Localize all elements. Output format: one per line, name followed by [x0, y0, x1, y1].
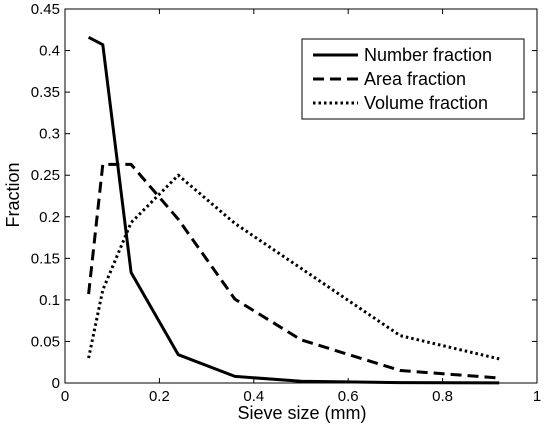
y-tick-label: 0.1 [39, 292, 60, 309]
y-tick-label: 0.15 [31, 250, 60, 267]
x-tick-label: 0.6 [338, 388, 359, 405]
x-tick-label: 0 [61, 388, 69, 405]
x-tick-label: 1 [533, 388, 541, 405]
x-tick-label: 0.4 [243, 388, 264, 405]
legend: Number fraction Area fraction Volume fract… [301, 38, 525, 120]
y-tick-label: 0.2 [39, 209, 60, 226]
y-tick-label: 0.35 [31, 84, 60, 101]
series-line-volume-fraction [87, 173, 500, 361]
y-tick-label: 0.05 [31, 333, 60, 350]
y-tick-label: 0.25 [31, 167, 60, 184]
y-tick-label: 0.4 [39, 43, 60, 60]
axes-layer: 0 0.2 0.4 0.6 0.8 1 0 0.05 0.1 0.15 0.2 0.25 0.3 0.35… [31, 1, 541, 405]
y-axis-label: Fraction [3, 162, 23, 227]
y-tick-label: 0.3 [39, 126, 60, 143]
series-line-area-fraction [87, 162, 500, 380]
y-tick-label: 0 [52, 375, 60, 392]
legend-label-number-fraction: Number fraction [364, 45, 492, 65]
series-line-number-fraction [87, 35, 500, 385]
legend-label-area-fraction: Area fraction [364, 69, 466, 89]
x-axis-label: Sieve size (mm) [237, 403, 366, 423]
legend-label-volume-fraction: Volume fraction [364, 93, 488, 113]
series-layer [87, 35, 500, 385]
x-tick-label: 0.8 [432, 388, 453, 405]
y-tick-label: 0.45 [31, 1, 60, 18]
plot-frame [64, 8, 538, 384]
x-tick-label: 0.2 [149, 388, 170, 405]
